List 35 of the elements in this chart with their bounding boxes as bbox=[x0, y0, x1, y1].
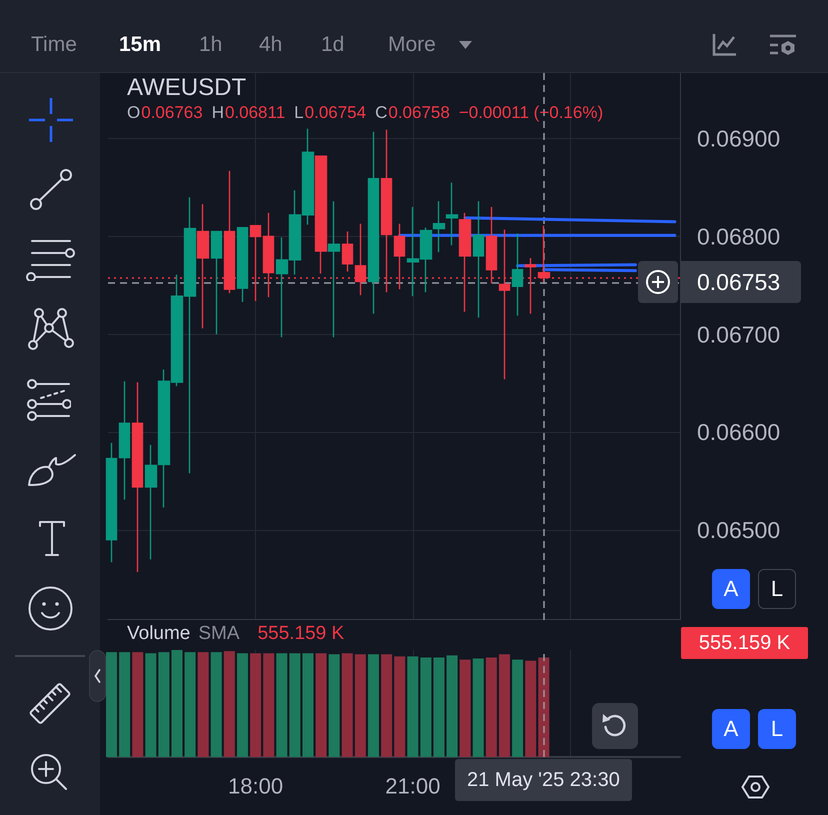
y-tick-label: 0.06800 bbox=[697, 223, 780, 250]
annotation: H bbox=[212, 103, 224, 123]
label-tag: 555.159 K bbox=[681, 627, 808, 659]
text: SMA bbox=[198, 623, 240, 645]
annotation: 0.06811 bbox=[224, 103, 286, 123]
label-tag: 0.06753 bbox=[681, 261, 801, 303]
ref-line-label: 0.06753 bbox=[697, 268, 780, 296]
text: 15m bbox=[119, 33, 162, 57]
text: More bbox=[388, 33, 436, 57]
ref-line-label: 21 May '25 23:30 bbox=[467, 768, 620, 792]
annotation: C bbox=[375, 103, 388, 123]
text: 1h bbox=[199, 33, 222, 57]
x-tick-label: 21:00 bbox=[385, 774, 440, 798]
annotation: O bbox=[127, 103, 140, 123]
square-button: L bbox=[758, 709, 796, 749]
annotation: −0.00011 (−0.16%) bbox=[458, 103, 604, 123]
annotation: L bbox=[294, 103, 304, 123]
y-tick-label: 0.06500 bbox=[697, 516, 780, 543]
square-button: A bbox=[712, 709, 750, 749]
label-tag: 21 May '25 23:30 bbox=[455, 759, 632, 801]
chart-title: AWEUSDT bbox=[127, 74, 246, 101]
y-tick-label: 0.06900 bbox=[697, 126, 780, 152]
chart-title: Volume bbox=[127, 623, 190, 645]
text: 1d bbox=[321, 33, 344, 57]
annotation: 0.06763 bbox=[141, 103, 203, 123]
y-tick-label: 0.06600 bbox=[697, 419, 780, 446]
text: 555.159 K bbox=[258, 623, 344, 645]
text: Time bbox=[31, 33, 77, 57]
x-tick-label: 18:00 bbox=[228, 774, 284, 798]
y-tick-label: 0.06700 bbox=[697, 321, 780, 348]
square-button: L bbox=[758, 569, 796, 609]
annotation: 0.06754 bbox=[304, 103, 366, 123]
text: 4h bbox=[259, 33, 282, 57]
annotation: 0.06758 bbox=[388, 103, 450, 123]
square-button: A bbox=[712, 569, 750, 609]
